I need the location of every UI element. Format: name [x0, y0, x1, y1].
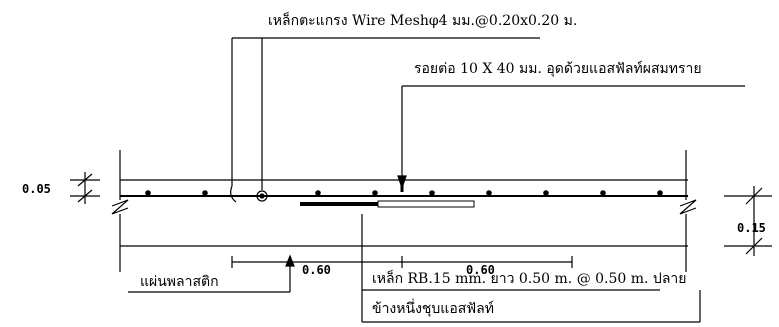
wire-mesh-label: เหล็กตะแกรง Wire Meshφ4 มม.@0.20x0.20 ม. [268, 13, 578, 29]
dim-right-span: 0.60 [466, 263, 495, 277]
rebar-dot [315, 190, 321, 196]
wire-mesh-callout-circle [256, 190, 268, 202]
dim-015-tick-1 [745, 187, 763, 205]
wire-mesh-callout-dot [259, 193, 265, 199]
rebar-dot [429, 190, 435, 196]
dim-005-tick-1 [77, 173, 93, 187]
dowel-label-line-2: ข้างหนึ่งชุบแอสฟัลท์ [372, 301, 494, 317]
plastic-arrow [285, 254, 295, 267]
rebar-dot [372, 190, 378, 196]
plastic-sheet-label: แผ่นพลาสติก [140, 274, 219, 290]
dim-015-tick-2 [745, 237, 763, 255]
break-symbol-left [111, 199, 129, 215]
rebar-dot [657, 190, 663, 196]
rebar-dots [145, 190, 663, 196]
break-symbol-right [679, 199, 697, 215]
rebar-dot [543, 190, 549, 196]
rebar-dot [486, 190, 492, 196]
rebar-dot [202, 190, 208, 196]
rebar-dot [600, 190, 606, 196]
joint-label: รอยต่อ 10 X 40 มม. อุดด้วยแอสฟัลท์ผสมทรา… [414, 61, 702, 77]
dim-005-tick-2 [77, 189, 93, 203]
dim-left-span: 0.60 [302, 263, 331, 277]
dowel-sleeve [377, 200, 475, 208]
hook-symbol [230, 185, 237, 203]
dim-slab-thickness: 0.15 [737, 221, 766, 235]
dowel-label-line-1: เหล็ก RB.15 mm. ยาว 0.50 m. @ 0.50 m. ปล… [372, 271, 687, 287]
rebar-dot [145, 190, 151, 196]
dim-top-thickness: 0.05 [22, 182, 51, 196]
